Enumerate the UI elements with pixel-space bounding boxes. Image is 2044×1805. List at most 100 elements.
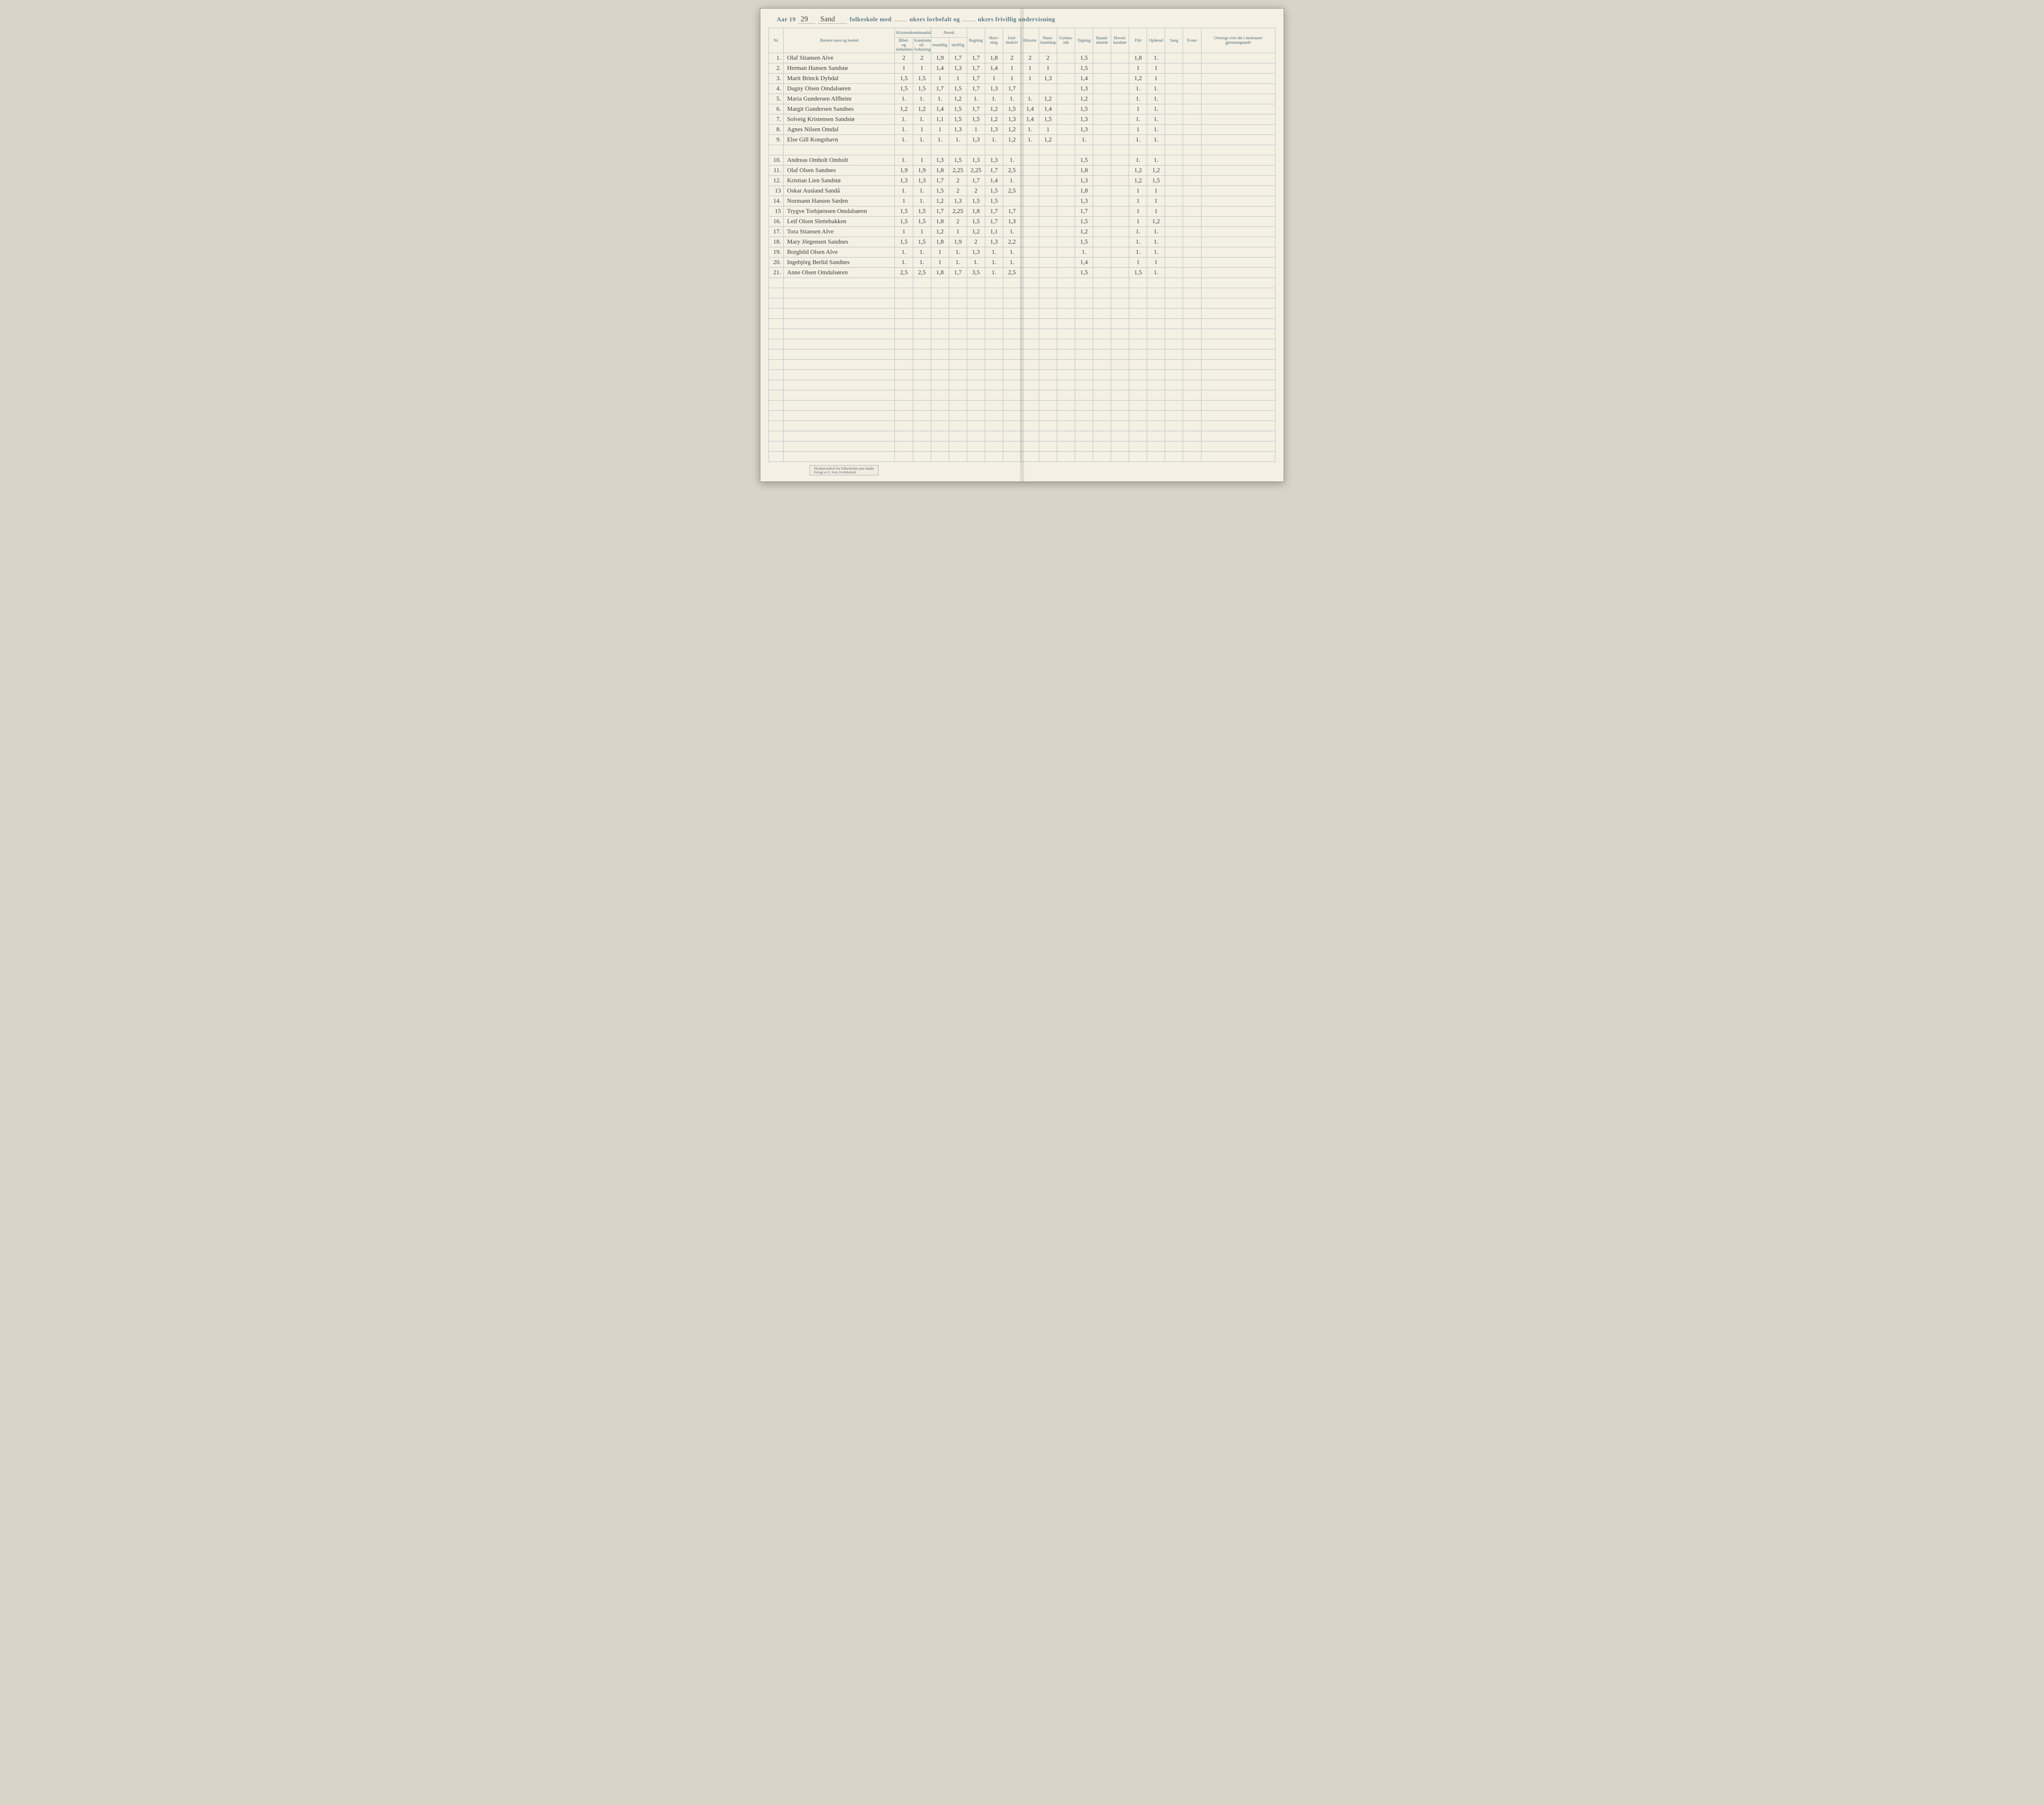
cell-blank bbox=[1003, 298, 1021, 309]
cell-blank bbox=[985, 411, 1003, 421]
cell-grade: 1,5 bbox=[985, 196, 1003, 206]
cell-blank bbox=[769, 339, 784, 349]
cell-blank bbox=[913, 370, 931, 380]
cell-grade: 2,5 bbox=[1003, 268, 1021, 278]
cell-grade bbox=[1003, 145, 1021, 155]
cell-grade: 1,3 bbox=[913, 176, 931, 186]
cell-grade bbox=[1183, 155, 1201, 166]
cell-grade: 2,2 bbox=[1003, 237, 1021, 247]
cell-grade: 1. bbox=[1147, 94, 1165, 104]
cell-blank bbox=[1021, 431, 1039, 441]
cell-blank bbox=[1147, 278, 1165, 288]
cell-grade: 1,7 bbox=[985, 206, 1003, 217]
cell-grade: 1,5 bbox=[913, 237, 931, 247]
cell-grade: 1,8 bbox=[967, 206, 985, 217]
cell-blank bbox=[1111, 309, 1129, 319]
cell-grade bbox=[1165, 206, 1183, 217]
cell-blank bbox=[1147, 421, 1165, 431]
cell-grade bbox=[1021, 176, 1039, 186]
cell-blank bbox=[1021, 309, 1039, 319]
cell-grade: 1,3 bbox=[895, 176, 913, 186]
cell-grade bbox=[1183, 125, 1201, 135]
cell-grade bbox=[1093, 53, 1111, 63]
cell-grade: 1,5 bbox=[1075, 155, 1093, 166]
cell-blank bbox=[913, 411, 931, 421]
cell-name: Oskar Ausland Sandå bbox=[784, 186, 895, 196]
cell-blank bbox=[1129, 329, 1147, 339]
cell-blank bbox=[985, 441, 1003, 452]
cell-grade: 1,5 bbox=[967, 217, 985, 227]
cell-grade: 1 bbox=[913, 227, 931, 237]
cell-nr: 14. bbox=[769, 196, 784, 206]
cell-grade: 2 bbox=[913, 53, 931, 63]
cell-grade: 1,5 bbox=[1003, 104, 1021, 114]
cell-grade: 2,5 bbox=[1003, 166, 1021, 176]
cell-blank bbox=[931, 349, 949, 360]
table-row-blank bbox=[769, 309, 1275, 319]
cell-blank bbox=[1093, 319, 1111, 329]
cell-blank bbox=[1003, 380, 1021, 390]
cell-grade bbox=[1003, 196, 1021, 206]
cell-nr: 2. bbox=[769, 63, 784, 74]
title-t2: ukers lovbefalt og bbox=[910, 16, 960, 23]
cell-grade: 1. bbox=[1003, 94, 1021, 104]
cell-grade bbox=[1057, 268, 1075, 278]
cell-grade: 1. bbox=[913, 94, 931, 104]
cell-grade: 1,2 bbox=[1003, 135, 1021, 145]
table-row: 15Trygve Torbjørnsen Omdalsøren1,51,51,7… bbox=[769, 206, 1275, 217]
cell-blank bbox=[895, 421, 913, 431]
cell-grade bbox=[1183, 258, 1201, 268]
cell-blank bbox=[1039, 441, 1057, 452]
cell-grade bbox=[1165, 74, 1183, 84]
cell-grade: 1,3 bbox=[1003, 114, 1021, 125]
cell-grade: 2 bbox=[967, 186, 985, 196]
cell-grade: 1,8 bbox=[1075, 186, 1093, 196]
cell-blank bbox=[1075, 298, 1093, 309]
cell-grade: 1 bbox=[1147, 258, 1165, 268]
cell-blank bbox=[967, 339, 985, 349]
cell-blank bbox=[769, 370, 784, 380]
cell-blank bbox=[967, 421, 985, 431]
cell-grade bbox=[1057, 196, 1075, 206]
cell-grade: 1. bbox=[1147, 135, 1165, 145]
cell-blank bbox=[1165, 309, 1183, 319]
cell-grade: 1,5 bbox=[949, 155, 967, 166]
cell-grade: 1. bbox=[1003, 258, 1021, 268]
table-row: 14.Normann Hansen Sæden11.1,21,31,51,51,… bbox=[769, 196, 1275, 206]
cell-grade: 1,3 bbox=[1075, 196, 1093, 206]
cell-blank bbox=[769, 298, 784, 309]
cell-grade: 2 bbox=[949, 217, 967, 227]
cell-grade: 1. bbox=[1075, 247, 1093, 258]
cell-grade: 1. bbox=[913, 135, 931, 145]
cell-blank bbox=[949, 278, 967, 288]
cell-blank bbox=[1183, 421, 1201, 431]
cell-grade: 1. bbox=[985, 94, 1003, 104]
table-row-blank bbox=[769, 349, 1275, 360]
cell-grade: 1,5 bbox=[1075, 63, 1093, 74]
cell-grade: 1. bbox=[895, 186, 913, 196]
cell-blank bbox=[1201, 431, 1275, 441]
cell-grade: 1,2 bbox=[985, 104, 1003, 114]
cell-blank bbox=[1147, 339, 1165, 349]
cell-blank bbox=[1057, 360, 1075, 370]
cell-nr: 7. bbox=[769, 114, 784, 125]
cell-blank bbox=[895, 401, 913, 411]
cell-blank bbox=[1093, 360, 1111, 370]
cell-name: Marit Brinck Dybdal bbox=[784, 74, 895, 84]
cell-blank bbox=[967, 309, 985, 319]
cell-blank bbox=[1003, 288, 1021, 298]
cell-grade bbox=[1093, 217, 1111, 227]
cell-blank bbox=[949, 349, 967, 360]
cell-blank bbox=[1003, 339, 1021, 349]
cell-name: Kristian Lien Sandstø bbox=[784, 176, 895, 186]
cell-blank bbox=[913, 401, 931, 411]
cell-grade bbox=[1057, 135, 1075, 145]
cell-grade: 1 bbox=[1039, 125, 1057, 135]
cell-grade bbox=[1021, 145, 1039, 155]
cell-grade bbox=[1057, 227, 1075, 237]
cell-blank bbox=[1129, 319, 1147, 329]
table-row: 4.Dagny Olsen Omdalsøren1,51,51,71,51,71… bbox=[769, 84, 1275, 94]
cell-grade bbox=[1093, 84, 1111, 94]
cell-grade: 1,5 bbox=[967, 114, 985, 125]
cell-grade: 1,4 bbox=[931, 104, 949, 114]
